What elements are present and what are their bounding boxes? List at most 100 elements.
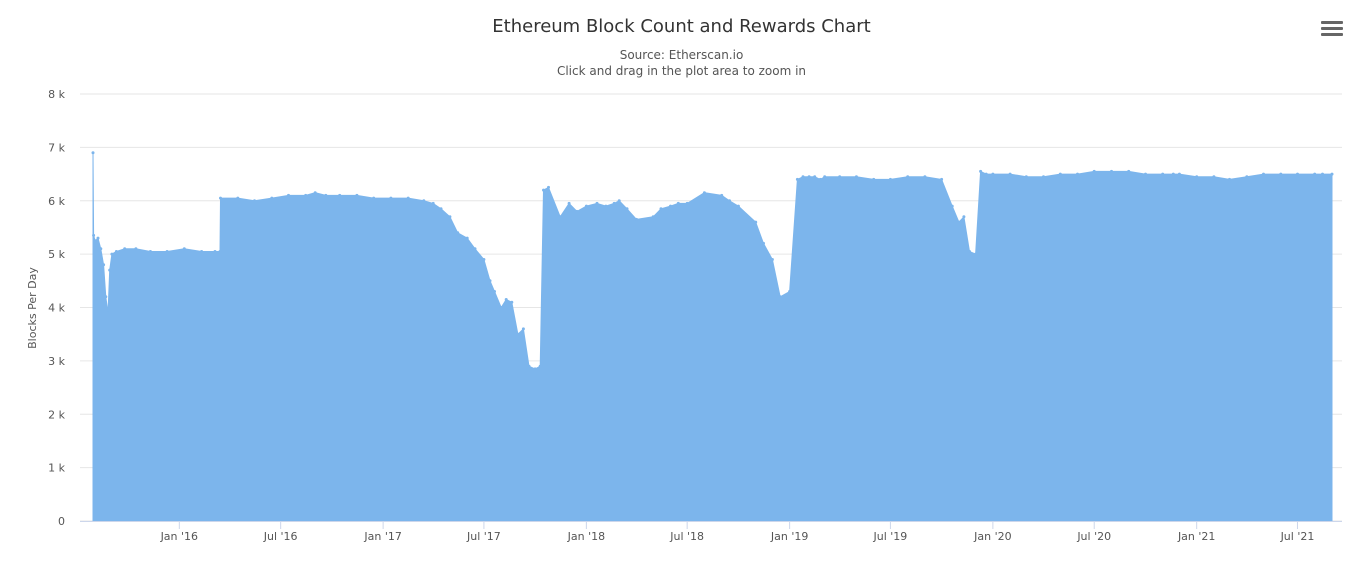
data-point[interactable] [106, 311, 110, 315]
data-point[interactable] [1321, 172, 1324, 176]
data-point[interactable] [538, 364, 542, 368]
data-point[interactable] [1076, 172, 1079, 176]
data-point[interactable] [823, 175, 827, 179]
data-point[interactable] [270, 196, 274, 200]
data-point[interactable] [527, 364, 531, 368]
data-point[interactable] [974, 252, 978, 256]
data-point[interactable] [728, 199, 731, 203]
data-point[interactable] [287, 193, 290, 197]
data-point[interactable] [940, 177, 944, 181]
data-point[interactable] [778, 295, 782, 299]
data-point[interactable] [1195, 175, 1199, 179]
data-point[interactable] [96, 236, 100, 240]
data-point[interactable] [406, 196, 410, 200]
data-point[interactable] [595, 201, 599, 205]
data-point[interactable] [950, 204, 954, 208]
data-point[interactable] [1042, 175, 1045, 179]
data-point[interactable] [818, 177, 822, 181]
data-point[interactable] [604, 204, 608, 208]
data-point[interactable] [219, 196, 222, 200]
data-point[interactable] [123, 247, 127, 251]
data-point[interactable] [533, 367, 537, 371]
data-point[interactable] [304, 193, 308, 197]
series-area-path[interactable] [92, 152, 1333, 522]
data-point[interactable] [991, 172, 995, 176]
data-point[interactable] [1008, 172, 1012, 176]
data-point[interactable] [93, 239, 97, 243]
data-point[interactable] [635, 217, 638, 221]
context-menu-icon[interactable] [1321, 21, 1343, 39]
data-point[interactable] [456, 231, 460, 235]
data-point[interactable] [558, 215, 562, 219]
data-point[interactable] [1177, 172, 1181, 176]
data-point[interactable] [1330, 172, 1334, 176]
data-point[interactable] [431, 201, 435, 205]
data-point[interactable] [1228, 177, 1231, 181]
data-point[interactable] [801, 175, 805, 179]
data-point[interactable] [1092, 169, 1096, 173]
data-point[interactable] [1245, 175, 1249, 179]
data-point[interactable] [355, 193, 359, 197]
data-point[interactable] [104, 295, 108, 299]
data-point[interactable] [542, 188, 545, 192]
data-point[interactable] [1110, 169, 1113, 173]
data-point[interactable] [504, 298, 508, 301]
data-point[interactable] [338, 193, 342, 197]
data-point[interactable] [788, 290, 792, 293]
data-point[interactable] [770, 258, 774, 261]
data-point[interactable] [923, 175, 927, 179]
data-point[interactable] [567, 201, 571, 205]
data-point[interactable] [324, 193, 328, 197]
data-point[interactable] [957, 220, 961, 224]
data-point[interactable] [439, 207, 443, 211]
data-point[interactable] [482, 258, 486, 261]
data-point[interactable] [473, 247, 477, 251]
data-point[interactable] [313, 191, 317, 195]
data-point[interactable] [888, 177, 892, 181]
data-point[interactable] [669, 204, 672, 208]
data-point[interactable] [1313, 172, 1317, 176]
data-point[interactable] [493, 290, 496, 293]
data-point[interactable] [91, 151, 95, 155]
data-point[interactable] [236, 196, 240, 200]
data-point[interactable] [422, 199, 426, 203]
data-point[interactable] [516, 332, 520, 336]
data-point[interactable] [465, 236, 469, 240]
data-point[interactable] [736, 204, 740, 208]
data-point[interactable] [165, 250, 169, 253]
data-point[interactable] [102, 263, 106, 267]
data-point[interactable] [99, 247, 103, 251]
data-point[interactable] [968, 250, 971, 253]
data-point[interactable] [702, 191, 706, 195]
data-point[interactable] [872, 177, 876, 181]
data-point[interactable] [854, 175, 858, 179]
data-point[interactable] [795, 177, 799, 181]
data-point[interactable] [676, 201, 680, 205]
data-point[interactable] [547, 185, 550, 189]
data-point[interactable] [625, 207, 629, 211]
data-point[interactable] [1058, 172, 1062, 176]
data-point[interactable] [1296, 172, 1299, 176]
data-point[interactable] [488, 279, 492, 283]
data-point[interactable] [1262, 172, 1265, 176]
data-point[interactable] [114, 250, 118, 253]
data-point[interactable] [1212, 175, 1216, 179]
data-point[interactable] [182, 247, 186, 251]
data-point[interactable] [1161, 172, 1165, 176]
data-point[interactable] [213, 250, 217, 253]
data-point[interactable] [1144, 172, 1147, 176]
data-point[interactable] [389, 196, 393, 200]
data-point[interactable] [651, 215, 655, 219]
data-point[interactable] [134, 247, 138, 251]
data-point[interactable] [521, 327, 525, 331]
data-point[interactable] [612, 201, 616, 205]
data-point[interactable] [110, 252, 114, 256]
data-point[interactable] [979, 169, 983, 173]
data-point[interactable] [962, 215, 966, 219]
data-point[interactable] [510, 300, 514, 304]
data-point[interactable] [218, 250, 222, 253]
data-point[interactable] [685, 201, 689, 205]
data-point[interactable] [1279, 172, 1283, 176]
data-point[interactable] [984, 172, 988, 176]
data-point[interactable] [1171, 172, 1175, 176]
